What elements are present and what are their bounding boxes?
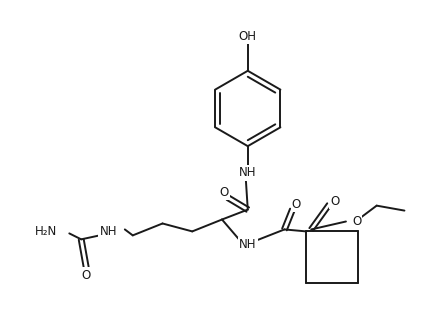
Text: H₂N: H₂N: [35, 225, 57, 238]
Text: NH: NH: [239, 238, 257, 251]
Text: O: O: [330, 195, 340, 208]
Text: OH: OH: [239, 30, 257, 43]
Text: O: O: [219, 186, 229, 199]
Text: NH: NH: [239, 166, 257, 179]
Text: O: O: [352, 215, 361, 228]
Text: O: O: [82, 269, 91, 282]
Text: O: O: [292, 198, 301, 211]
Text: NH: NH: [99, 225, 117, 238]
